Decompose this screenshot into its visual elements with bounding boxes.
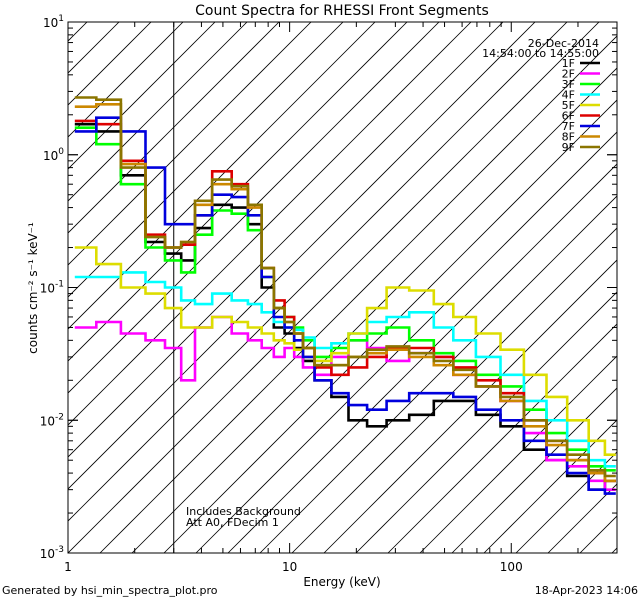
x-tick-label: 100 bbox=[500, 560, 523, 574]
hatch-line bbox=[131, 67, 617, 553]
hatch-line bbox=[163, 99, 617, 553]
series-line-9F bbox=[74, 96, 616, 478]
hatch-line bbox=[419, 355, 617, 553]
annotation-background: Includes Background bbox=[186, 505, 301, 518]
series-line-1F bbox=[74, 122, 616, 491]
legend-label-1F: 1F bbox=[562, 57, 575, 70]
axis-ticks bbox=[67, 21, 618, 554]
hatch-line bbox=[611, 547, 617, 553]
hatch-line bbox=[68, 22, 568, 522]
x-tick-label: 10 bbox=[282, 560, 297, 574]
annotation-attenuator: Att A0, FDecim 1 bbox=[186, 516, 279, 529]
hatch-line bbox=[355, 291, 617, 553]
y-tick-label: 100 bbox=[43, 147, 64, 163]
hatch-line bbox=[99, 35, 617, 553]
y-axis-label: counts cm⁻² s⁻¹ keV⁻¹ bbox=[26, 222, 40, 354]
hatch-line bbox=[0, 0, 28, 553]
hatch-line bbox=[68, 22, 120, 74]
hatch-line bbox=[68, 22, 536, 490]
hatch-line bbox=[68, 22, 280, 234]
hatch-line bbox=[68, 22, 504, 458]
series-line-3F bbox=[74, 126, 616, 472]
legend-label-7F: 7F bbox=[562, 120, 575, 133]
hatch-line bbox=[68, 22, 472, 426]
x-axis-label: Energy (keV) bbox=[303, 575, 380, 589]
hatch-line bbox=[68, 22, 216, 170]
hatch-line bbox=[259, 195, 617, 553]
y-tick-labels: 101 100 10-1 10-2 10-3 bbox=[40, 14, 65, 561]
series-line-7F bbox=[74, 116, 616, 495]
hatch-line bbox=[291, 227, 617, 553]
hatch-line bbox=[68, 22, 376, 330]
x-tick-label: 1 bbox=[64, 560, 72, 574]
legend-label-5F: 5F bbox=[562, 99, 575, 112]
hatch-line bbox=[68, 22, 152, 106]
legend-label-3F: 3F bbox=[562, 78, 575, 91]
y-tick-label: 10-3 bbox=[40, 545, 64, 561]
legend-label-9F: 9F bbox=[562, 141, 575, 154]
hatch-line bbox=[68, 22, 600, 553]
legend-label-4F: 4F bbox=[562, 89, 575, 102]
hatched-region bbox=[0, 0, 617, 553]
legend-label-8F: 8F bbox=[562, 131, 575, 144]
legend-date: 26-Dec-2014 bbox=[528, 37, 599, 50]
hatch-line bbox=[68, 22, 312, 266]
hatch-line bbox=[387, 323, 617, 553]
hatch-line bbox=[68, 22, 440, 394]
footer-timestamp: 18-Apr-2023 14:06 bbox=[535, 584, 638, 597]
hatch-line bbox=[195, 131, 617, 553]
legend-label-6F: 6F bbox=[562, 110, 575, 123]
hatch-line bbox=[68, 22, 184, 138]
y-tick-label: 10-2 bbox=[40, 412, 64, 428]
series-layer bbox=[74, 96, 616, 495]
hatch-line bbox=[451, 387, 617, 553]
hatch-line bbox=[68, 22, 408, 362]
hatch-line bbox=[68, 22, 344, 298]
y-tick-label: 101 bbox=[43, 14, 64, 30]
hatch-line bbox=[483, 419, 617, 553]
legend-label-2F: 2F bbox=[562, 68, 575, 81]
hatch-line bbox=[323, 259, 617, 553]
chart-title: Count Spectra for RHESSI Front Segments bbox=[195, 3, 489, 19]
legend-time-range: 14:54:00 to 14:55:00 bbox=[482, 47, 599, 60]
hatch-line bbox=[68, 22, 248, 202]
plot-frame bbox=[67, 21, 618, 554]
x-tick-labels: 1 10 100 bbox=[64, 560, 523, 574]
hatch-line bbox=[227, 163, 617, 553]
y-tick-label: 10-1 bbox=[40, 280, 64, 296]
hatch-line bbox=[515, 451, 617, 553]
footer-generated-by: Generated by hsi_min_spectra_plot.pro bbox=[2, 584, 218, 597]
